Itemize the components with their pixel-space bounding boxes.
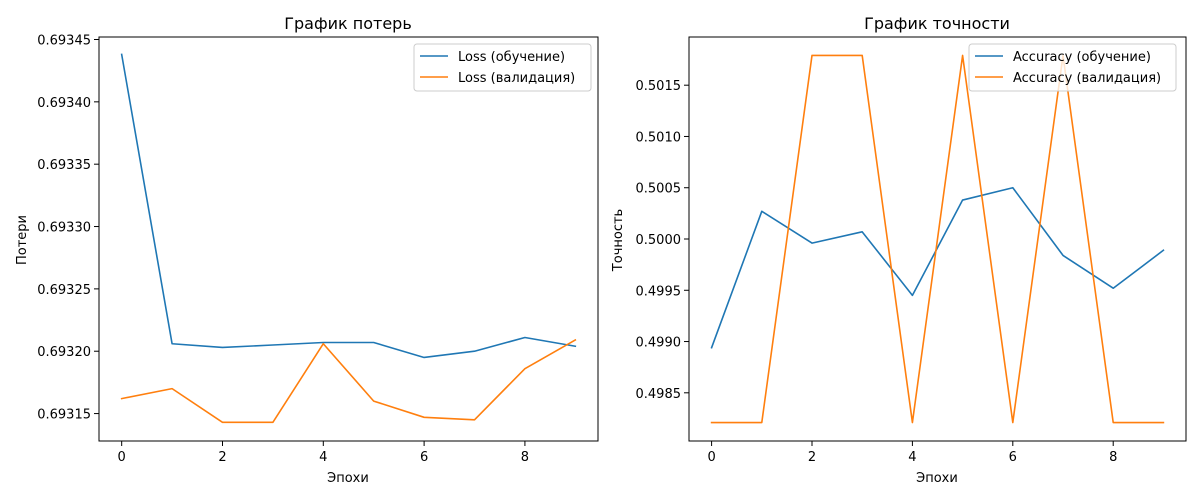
accuracy-y-tick-label: 0.5010 [636, 130, 682, 145]
loss-chart-ylabel: Потери [15, 215, 30, 265]
accuracy-chart-xlabel: Эпохи [916, 471, 958, 486]
accuracy-x-tick-label: 8 [1109, 450, 1117, 465]
accuracy-x-tick-label: 6 [1009, 450, 1017, 465]
loss-x-tick-label: 0 [118, 450, 126, 465]
loss-series-line-0 [120, 53, 577, 359]
loss-y-tick-label: 0.69315 [37, 408, 91, 423]
accuracy-y-tick-label: 0.5000 [636, 233, 682, 248]
loss-x-tick-label: 2 [218, 450, 226, 465]
accuracy-x-tick-label: 4 [908, 450, 916, 465]
accuracy-series-line-0 [710, 186, 1165, 349]
accuracy-y-tick-label: 0.4985 [636, 387, 682, 402]
accuracy-legend-box [968, 43, 1177, 92]
accuracy-legend-label-0: Accuracy (обучение) [1013, 50, 1151, 65]
loss-y-tick-label: 0.69335 [37, 158, 91, 173]
loss-chart: График потерь Эпохи Потери 0 2 4 6 80.693150… [15, 14, 599, 486]
accuracy-y-tick-label: 0.5015 [636, 79, 682, 94]
accuracy-y-tick-label: 0.4995 [636, 284, 682, 299]
accuracy-x-tick-label: 0 [707, 450, 715, 465]
accuracy-chart: График точности Эпохи Точность 0 2 4 6 8 0.49… [611, 14, 1187, 486]
loss-y-tick-label: 0.69340 [37, 96, 91, 111]
accuracy-series-line-1 [710, 54, 1165, 424]
accuracy-y-tick-label: 0.4990 [636, 336, 682, 351]
loss-legend-label-0: Loss (обучение) [458, 50, 565, 65]
loss-chart-xlabel: Эпохи [327, 471, 369, 486]
accuracy-y-tick-label: 0.5005 [636, 182, 682, 197]
accuracy-chart-title: График точности [864, 14, 1010, 33]
loss-y-tick-label: 0.69330 [37, 221, 91, 236]
loss-y-tick-label: 0.69345 [37, 33, 91, 48]
loss-x-tick-label: 4 [319, 450, 327, 465]
accuracy-plot-area: 0 2 4 6 8 0.4985 0.4990 0.4995 0.5000 0.5005 0.501… [636, 36, 1187, 465]
loss-legend: Loss (обучение) Loss (валидация) [413, 43, 592, 92]
loss-x-tick-label: 8 [521, 450, 529, 465]
loss-x-tick-label: 6 [420, 450, 428, 465]
loss-y-tick-label: 0.69320 [37, 345, 91, 360]
accuracy-x-tick-label: 2 [808, 450, 816, 465]
accuracy-legend: Accuracy (обучение) Accuracy (валидация) [968, 43, 1177, 92]
accuracy-chart-ylabel: Точность [611, 209, 626, 272]
loss-axes-frame [98, 36, 599, 442]
loss-chart-title: График потерь [284, 14, 412, 33]
loss-legend-label-1: Loss (валидация) [458, 71, 575, 86]
loss-series-line-1 [120, 338, 577, 424]
loss-y-tick-label: 0.69325 [37, 283, 91, 298]
loss-legend-box [413, 43, 592, 92]
accuracy-legend-label-1: Accuracy (валидация) [1013, 71, 1161, 86]
loss-plot-area: 0 2 4 6 8 0.69315 0.69320 0.69325 0.69330 0.69335… [37, 33, 599, 465]
